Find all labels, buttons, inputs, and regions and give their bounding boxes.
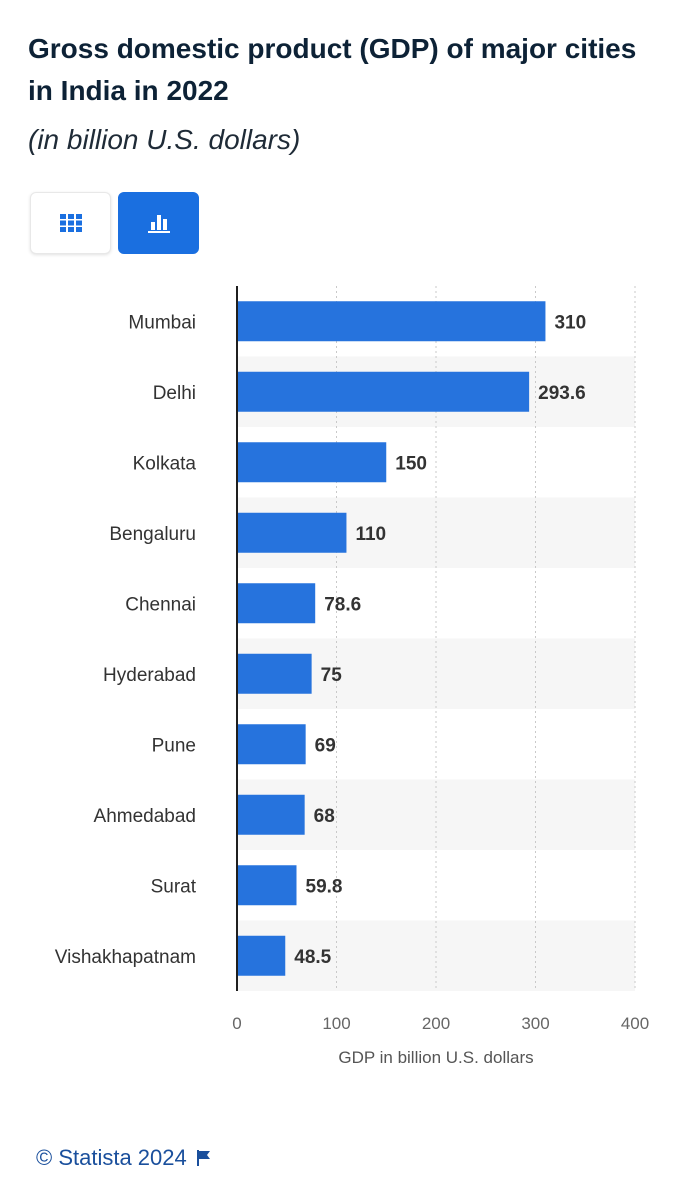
value-label: 48.5	[294, 947, 331, 968]
table-view-button[interactable]	[30, 192, 111, 254]
value-label: 59.8	[306, 876, 343, 897]
x-tick-label: 100	[322, 1014, 350, 1033]
bar-surat[interactable]	[237, 865, 297, 906]
x-tick-label: 200	[422, 1014, 450, 1033]
bar-bengaluru[interactable]	[237, 512, 347, 553]
x-tick-labels: 0 100 200 300 400	[232, 1014, 649, 1033]
category-label: Ahmedabad	[94, 806, 196, 827]
chart-title: Gross domestic product (GDP) of major ci…	[28, 33, 637, 106]
bar-chart: Mumbai Delhi Kolkata Bengaluru Chennai Hydera…	[55, 286, 649, 1067]
category-label: Bengaluru	[109, 524, 196, 545]
bar-delhi[interactable]	[237, 371, 530, 412]
value-label: 110	[355, 524, 386, 545]
chart-view-button[interactable]	[118, 192, 199, 254]
value-label: 150	[395, 453, 427, 474]
category-label: Mumbai	[128, 312, 196, 333]
statista-credit[interactable]: © Statista 2024	[36, 1145, 187, 1170]
x-tick-label: 300	[521, 1014, 549, 1033]
category-label: Chennai	[125, 594, 196, 615]
bar-pune[interactable]	[237, 724, 306, 765]
value-label: 69	[315, 735, 336, 756]
view-toggle	[30, 192, 199, 254]
bar-chennai[interactable]	[237, 583, 316, 624]
bar-mumbai[interactable]	[237, 301, 546, 342]
category-label: Hyderabad	[103, 665, 196, 686]
grid-icon	[59, 214, 82, 232]
bar-kolkata[interactable]	[237, 442, 387, 483]
category-label: Vishakhapatnam	[55, 947, 196, 968]
value-label: 78.6	[324, 594, 361, 615]
x-tick-label: 400	[621, 1014, 649, 1033]
category-label: Surat	[151, 876, 197, 897]
value-label: 75	[321, 665, 343, 686]
category-label: Kolkata	[133, 453, 197, 474]
bar-ahmedabad[interactable]	[237, 794, 305, 835]
value-labels: 310 293.6 150 110 78.6 75 69 68 59.8 48.5	[294, 312, 586, 968]
bar-vishakhapatnam[interactable]	[237, 935, 286, 976]
bar-chart-icon	[147, 215, 170, 233]
value-label: 310	[554, 312, 586, 333]
bars	[237, 301, 546, 976]
x-axis-title: GDP in billion U.S. dollars	[338, 1048, 533, 1067]
bar-hyderabad[interactable]	[237, 653, 312, 694]
chart-subtitle: (in billion U.S. dollars)	[28, 124, 301, 155]
flag-icon[interactable]	[196, 1150, 211, 1166]
category-label: Delhi	[153, 383, 196, 404]
value-label: 293.6	[538, 383, 586, 404]
value-label: 68	[314, 806, 335, 827]
footer[interactable]: © Statista 2024	[36, 1144, 211, 1172]
x-tick-label: 0	[232, 1014, 241, 1033]
category-label: Pune	[152, 735, 196, 756]
category-labels: Mumbai Delhi Kolkata Bengaluru Chennai Hydera…	[55, 312, 197, 968]
